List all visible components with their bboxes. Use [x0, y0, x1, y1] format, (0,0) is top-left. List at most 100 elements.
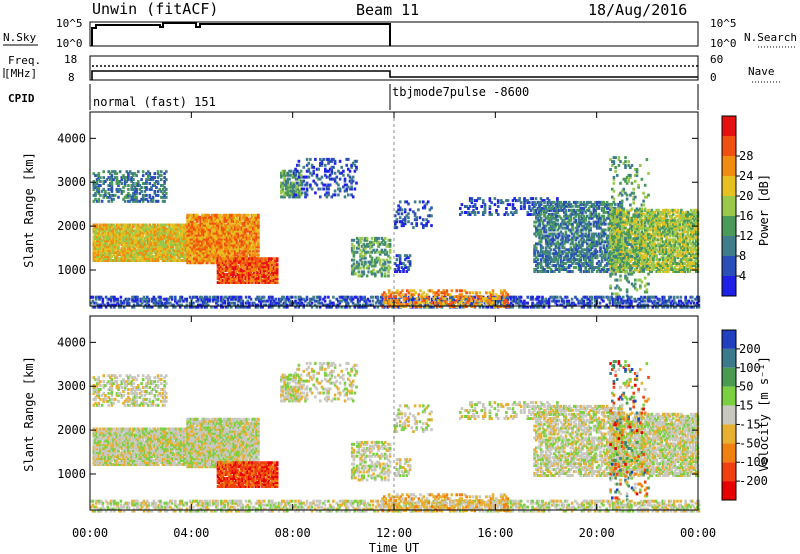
- power-cell: [137, 184, 140, 187]
- power-cell: [222, 233, 226, 237]
- power-cell: [110, 231, 114, 235]
- power-cell: [357, 262, 361, 266]
- power-cell: [544, 248, 548, 252]
- power-cell: [345, 187, 348, 191]
- power-cell: [546, 262, 550, 266]
- power-cell: [183, 243, 186, 247]
- power-cell: [191, 217, 194, 221]
- power-cell: [138, 187, 142, 191]
- power-cell: [252, 231, 255, 235]
- power-cell: [319, 195, 322, 199]
- power-cell: [217, 229, 221, 233]
- power-cell: [244, 273, 248, 277]
- power-cell: [245, 239, 249, 243]
- power-cell: [327, 193, 330, 197]
- power-cell: [115, 237, 119, 241]
- power-cell: [204, 233, 207, 237]
- power-cell: [553, 260, 556, 264]
- power-cell: [127, 247, 130, 251]
- power-cell: [178, 235, 181, 239]
- power-cell: [538, 232, 541, 236]
- power-cell: [230, 223, 234, 227]
- power-cell: [160, 257, 163, 261]
- power-cell: [252, 229, 255, 233]
- power-cell: [539, 207, 543, 210]
- power-cell: [128, 255, 132, 259]
- power-cell: [248, 247, 252, 251]
- power-cell: [196, 223, 199, 227]
- power-cell: [234, 267, 238, 271]
- power-cell: [102, 193, 105, 197]
- power-cell: [225, 241, 229, 245]
- power-cell: [226, 279, 230, 282]
- power-cell: [204, 219, 207, 223]
- power-cell: [362, 260, 366, 264]
- power-cell: [176, 225, 180, 229]
- power-cell: [415, 224, 418, 228]
- power-cell: [543, 218, 546, 222]
- power-cell: [186, 257, 189, 261]
- power-cell: [253, 219, 257, 223]
- power-cell: [209, 255, 212, 259]
- power-cell: [133, 239, 137, 243]
- power-cell: [163, 195, 166, 199]
- power-cell: [120, 223, 124, 227]
- power-cell: [428, 208, 432, 212]
- power-cell: [133, 195, 137, 199]
- power-cell: [199, 239, 202, 243]
- power-cell: [549, 242, 553, 246]
- power-cell: [595, 224, 599, 228]
- power-cell: [130, 180, 133, 183]
- power-cell: [605, 244, 609, 248]
- power-cell: [166, 251, 170, 255]
- power-cell: [143, 197, 147, 201]
- power-cell: [581, 216, 584, 220]
- power-cell: [383, 248, 387, 252]
- power-cell: [592, 210, 596, 214]
- power-cell: [294, 185, 298, 189]
- power-cell: [218, 261, 221, 265]
- power-cell: [587, 206, 591, 210]
- power-cell: [150, 187, 153, 191]
- power-cell: [109, 233, 112, 237]
- power-cell: [569, 264, 573, 268]
- power-cell: [140, 253, 143, 257]
- power-cell: [271, 263, 274, 267]
- power-cell: [165, 245, 168, 249]
- power-cell: [612, 226, 615, 230]
- power-cell: [296, 187, 300, 191]
- power-cell: [473, 199, 477, 203]
- power-cell: [310, 187, 314, 191]
- power-cell: [217, 235, 221, 239]
- power-cell: [330, 177, 334, 181]
- power-cell: [549, 248, 553, 252]
- power-cell: [137, 227, 140, 231]
- power-cell: [137, 225, 140, 229]
- power-cell: [581, 224, 584, 228]
- power-cell: [95, 243, 99, 247]
- power-cell: [569, 202, 573, 206]
- power-cell: [197, 215, 201, 219]
- power-cell: [140, 247, 143, 251]
- power-cell: [118, 251, 122, 255]
- power-cell: [599, 248, 602, 252]
- power-cell: [133, 231, 137, 235]
- power-cell: [244, 269, 248, 273]
- power-cell: [561, 246, 564, 250]
- power-cell: [231, 273, 235, 277]
- power-cell: [220, 275, 223, 279]
- power-cell: [113, 245, 117, 249]
- power-cell: [320, 159, 324, 163]
- power-cell: [127, 253, 130, 257]
- power-cell: [544, 206, 548, 210]
- power-cell: [607, 254, 610, 258]
- power-cell: [211, 227, 214, 231]
- power-cell: [234, 241, 237, 245]
- power-cell: [599, 242, 602, 246]
- power-cell: [254, 263, 258, 267]
- power-cell: [160, 237, 163, 241]
- power-cell: [97, 225, 101, 229]
- power-cell: [128, 223, 132, 227]
- power-cell: [220, 245, 224, 249]
- power-cell: [324, 193, 327, 197]
